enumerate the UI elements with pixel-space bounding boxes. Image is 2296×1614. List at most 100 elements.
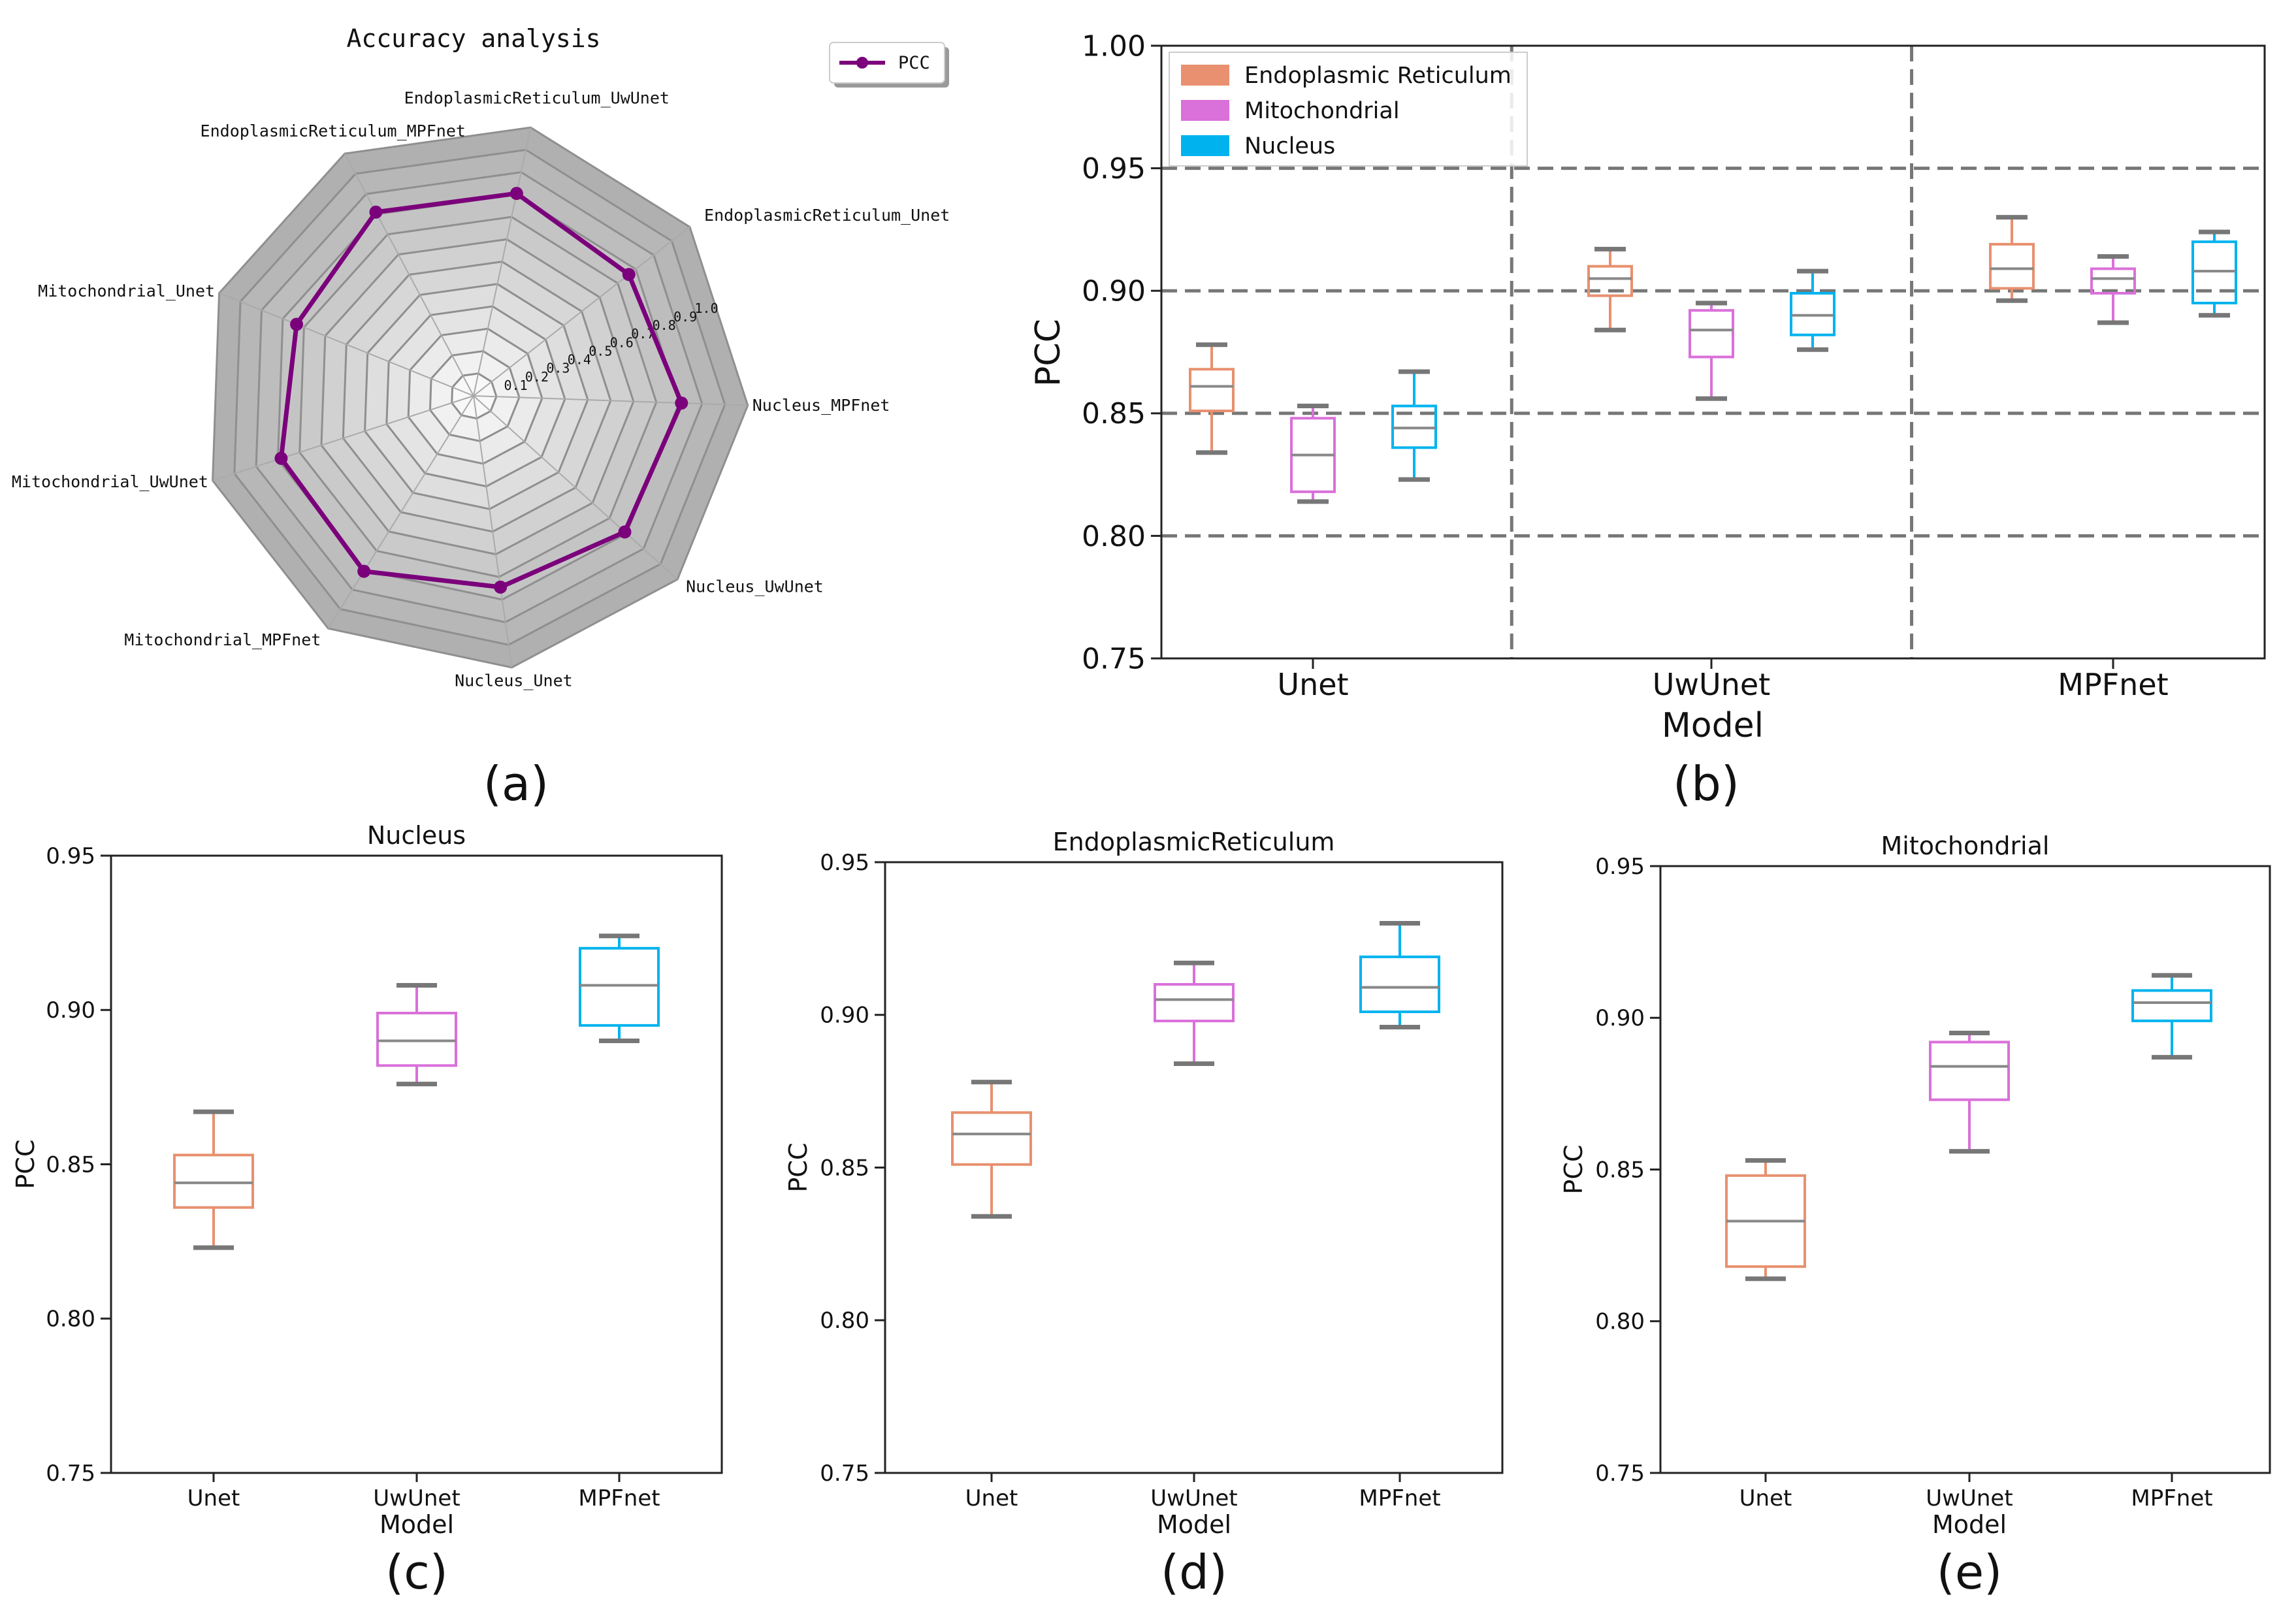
y-axis-label: PCC	[1559, 1145, 1588, 1195]
radial-tick-label: 1.0	[695, 300, 719, 316]
radial-tick-label: 0.3	[546, 361, 570, 376]
panel-e-mito-box-chart: 0.75 0.80 0.85 0.90 0.95 Unet UwUnet MPFnet Mode…	[1559, 831, 2271, 1600]
plot-frame	[1160, 44, 2266, 660]
pcc-data-point	[675, 396, 688, 410]
panel-label: (d)	[1161, 1545, 1227, 1600]
y-tick-label: 0.90	[46, 997, 95, 1024]
y-tick-label: 0.85	[1082, 397, 1146, 430]
radar-spoke	[473, 395, 678, 580]
radar-spoke	[344, 153, 474, 396]
legend-label: Mitochondrial	[1244, 98, 1400, 124]
box-plot-element	[1790, 268, 1835, 352]
y-tick-label: 0.85	[46, 1152, 95, 1178]
box-iqr	[1154, 983, 1235, 1023]
y-tick-label: 0.75	[46, 1461, 95, 1487]
x-tick-label: MPFnet	[2131, 1485, 2212, 1511]
radial-tick-label: 0.9	[673, 309, 697, 325]
box-iqr	[376, 1011, 457, 1067]
pcc-data-point	[274, 451, 288, 465]
legend-swatch	[1181, 65, 1229, 86]
legend-swatch	[1181, 100, 1229, 121]
legend-marker	[856, 57, 868, 69]
panel-label: (a)	[483, 756, 549, 811]
radar-axis-label: Mitochondrial_UwUnet	[12, 472, 208, 491]
box-iqr	[1989, 242, 2035, 290]
y-tick-label: 0.95	[1082, 152, 1146, 186]
radar-axis-label: Nucleus_UwUnet	[686, 577, 824, 596]
box-iqr	[579, 946, 660, 1027]
box-plot-element	[1290, 404, 1336, 504]
x-tick-label: UwUnet	[1150, 1485, 1237, 1511]
radar-axis-label: Nucleus_MPFnet	[752, 396, 890, 415]
y-axis-label: PCC	[11, 1140, 40, 1189]
box-iqr	[1689, 309, 1734, 359]
radar-axis-label: EndoplasmicReticulum_UwUnet	[404, 89, 670, 108]
radar-axis-label: EndoplasmicReticulum_MPFnet	[201, 121, 466, 140]
box-plot-element	[1154, 960, 1235, 1067]
x-tick-label: UwUnet	[373, 1485, 460, 1511]
x-tick-label: Unet	[1277, 667, 1348, 702]
radial-tick-label: 0.1	[504, 378, 527, 393]
radar-spoke	[212, 395, 474, 481]
x-axis-label: Model	[1662, 706, 1764, 745]
y-tick-label: 1.00	[1082, 29, 1146, 63]
chart-title: Accuracy analysis	[347, 24, 601, 53]
panel-d-er-box-chart: 0.75 0.80 0.85 0.90 0.95 Unet UwUnet MPFnet Mode…	[784, 828, 1504, 1600]
radar-spoke	[473, 226, 690, 396]
y-tick-label: 0.95	[1595, 854, 1645, 880]
chart-title: EndoplasmicReticulum	[1053, 828, 1335, 856]
legend-label: PCC	[898, 53, 930, 73]
box-iqr	[951, 1111, 1032, 1166]
x-tick-label: MPFnet	[1359, 1485, 1440, 1511]
box-plot-element	[1725, 1158, 1806, 1282]
x-tick-label: MPFnet	[578, 1485, 660, 1511]
panel-c-nucleus-box-chart: 0.75 0.80 0.85 0.90 0.95 Unet UwUnet MPFnet Mode…	[11, 821, 723, 1600]
box-iqr	[1929, 1041, 2010, 1101]
panel-label: (c)	[385, 1545, 448, 1600]
panel-b-grouped-box-chart: 0.75 0.80 0.85 0.90 0.95 1.00 Unet UwUnet MPFnet…	[1029, 29, 2266, 811]
y-tick-label: 0.95	[46, 843, 95, 869]
box-iqr	[1359, 955, 1440, 1014]
plot-frame	[1659, 865, 2271, 1474]
legend-swatch	[1181, 135, 1229, 156]
y-tick-label: 0.85	[820, 1155, 869, 1181]
chart-title: Nucleus	[367, 821, 466, 850]
box-iqr	[1189, 368, 1235, 413]
x-tick-label: MPFnet	[2058, 667, 2168, 702]
radar-spoke	[473, 127, 532, 396]
box-plot-element	[1689, 300, 1734, 401]
pcc-data-point	[622, 268, 636, 282]
radial-tick-label: 0.2	[525, 369, 549, 385]
radar-spoke	[219, 292, 474, 396]
box-iqr	[2090, 267, 2136, 295]
x-tick-label: UwUnet	[1653, 667, 1770, 702]
radar-spoke	[473, 395, 513, 668]
box-plot-element	[2191, 229, 2237, 318]
box-plot-element	[1587, 246, 1633, 332]
radial-tick-label: 0.6	[610, 334, 634, 350]
y-tick-label: 0.80	[1595, 1309, 1645, 1335]
box-plot-element	[2090, 254, 2136, 325]
x-axis-label: Model	[1157, 1510, 1231, 1539]
y-tick-label: 0.90	[1595, 1005, 1645, 1031]
radial-tick-label: 0.5	[589, 343, 612, 359]
panel-a-radar-chart: 0.10.20.30.40.50.60.70.80.91.0Endoplasmi…	[12, 24, 950, 811]
pcc-data-point	[618, 525, 632, 539]
box-plot-element	[376, 982, 457, 1087]
radar-axis-label: Mitochondrial_Unet	[38, 282, 215, 300]
x-axis-label: Model	[1932, 1510, 2007, 1539]
box-plot-element	[579, 933, 660, 1043]
box-iqr	[173, 1154, 254, 1209]
y-tick-label: 0.85	[1595, 1157, 1645, 1183]
x-tick-label: UwUnet	[1926, 1485, 2013, 1511]
panel-label: (b)	[1673, 756, 1739, 811]
radar-axis-label: EndoplasmicReticulum_Unet	[704, 206, 950, 225]
x-axis-label: Model	[380, 1510, 454, 1539]
y-tick-label: 0.75	[1082, 642, 1146, 675]
box-plot-element	[1929, 1030, 2010, 1154]
y-tick-label: 0.75	[1595, 1461, 1645, 1487]
y-tick-label: 0.90	[820, 1003, 869, 1029]
y-tick-label: 0.80	[1082, 520, 1146, 553]
radar-spoke	[327, 395, 474, 629]
